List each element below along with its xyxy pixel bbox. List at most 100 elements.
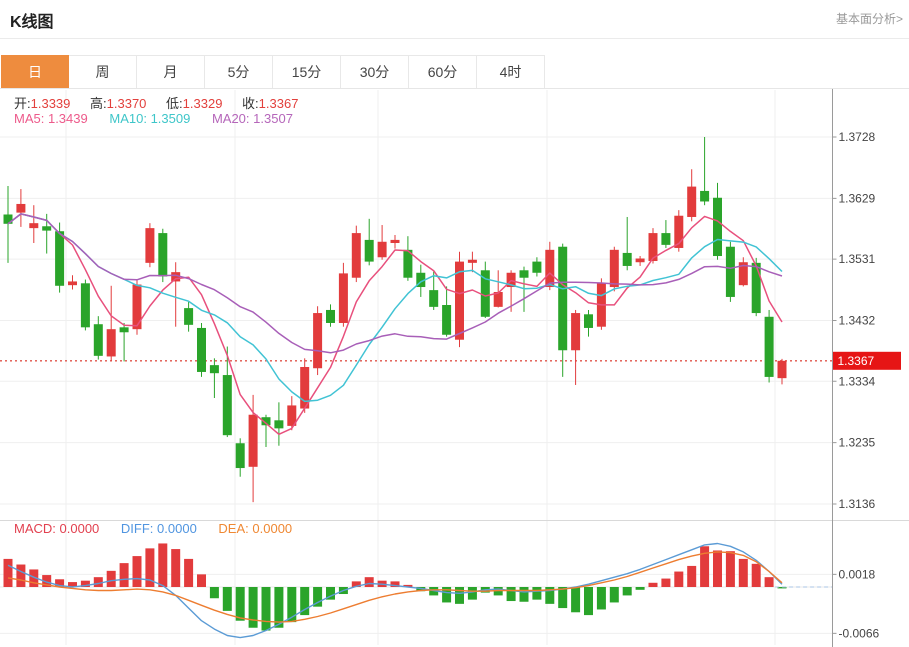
macd-bar (184, 558, 194, 587)
macd-bar (455, 587, 464, 604)
tab-4hour[interactable]: 4时 (477, 55, 545, 88)
macd-bar (700, 546, 710, 587)
candle-body (480, 270, 490, 317)
candle-body (29, 223, 39, 229)
candle-body (713, 197, 722, 257)
candle-body (467, 259, 477, 263)
candle-body (661, 233, 671, 245)
macd-bar (29, 569, 39, 587)
fundamental-analysis-link[interactable]: 基本面分析> (835, 12, 903, 26)
ohlc-readout: 开:1.3339 高:1.3370 低:1.3329 收:1.3367 (14, 93, 314, 112)
candle-body (648, 233, 658, 261)
macd-bar (725, 551, 735, 587)
title-separator (0, 38, 909, 39)
macd-bar (442, 587, 452, 603)
candle-body (584, 314, 593, 328)
macd-value: 0.0000 (59, 521, 100, 536)
macd-bar (261, 587, 271, 631)
axis-tick-label: 0.0018 (839, 567, 876, 581)
macd-bar (106, 570, 116, 587)
macd-bar (326, 587, 335, 600)
macd-bar (674, 571, 684, 587)
diff-label: DIFF: (120, 521, 154, 536)
macd-bar (467, 587, 477, 600)
page-title: K线图 (10, 14, 54, 31)
candle-body (287, 405, 297, 426)
close-label: 收: (242, 96, 259, 111)
candle-body (377, 241, 387, 258)
candle-body (364, 239, 374, 262)
tab-day[interactable]: 日 (1, 55, 69, 88)
candle-body (558, 246, 568, 351)
ma10-value: 1.3509 (150, 111, 191, 126)
macd-label: MACD: (14, 521, 56, 536)
candle-body (106, 329, 116, 357)
macd-bar (351, 581, 361, 587)
axis-tick-label: 1.3629 (839, 191, 876, 205)
dea-value: 0.0000 (252, 521, 293, 536)
axis-tick-label: 1.3432 (839, 314, 876, 328)
high-label: 高: (90, 96, 107, 111)
candle-body (519, 270, 529, 278)
candle-body (609, 249, 619, 288)
candle-body (222, 375, 232, 436)
candle-body (571, 313, 581, 351)
candle-body (545, 249, 555, 288)
candle-body (338, 273, 348, 323)
open-value: 1.3339 (30, 96, 71, 111)
macd-bar (80, 580, 90, 587)
macd-bar (390, 581, 400, 587)
macd-bar (738, 558, 748, 587)
macd-bar (571, 587, 581, 613)
macd-bar (222, 587, 232, 611)
macd-bar (132, 556, 142, 587)
candle-body (700, 190, 710, 202)
candle-body (532, 261, 542, 273)
macd-bar (209, 587, 219, 599)
macd-bar (764, 577, 774, 587)
candle-body (313, 313, 323, 369)
macd-bar (751, 563, 761, 587)
macd-bar (16, 564, 26, 587)
axis-tick-label: 1.3136 (839, 497, 876, 511)
tab-30min[interactable]: 30分 (341, 55, 409, 88)
diff-line (7, 542, 783, 639)
candle-body (119, 327, 129, 333)
macd-bar (506, 587, 516, 602)
candle-body (235, 443, 245, 469)
timeframe-tabbar: 日 周 月 5分 15分 30分 60分 4时 (1, 55, 545, 88)
macd-bar (429, 587, 439, 596)
candle-body (274, 420, 284, 429)
macd-bar (145, 548, 155, 587)
candle-body (442, 305, 452, 335)
candle-body (145, 228, 155, 263)
ma5-value: 1.3439 (47, 111, 88, 126)
macd-bar (713, 550, 722, 587)
dea-label: DEA: (218, 521, 249, 536)
tab-15min[interactable]: 15分 (273, 55, 341, 88)
macd-bar (119, 563, 129, 587)
candle-body (16, 203, 26, 213)
candle-body (93, 324, 103, 356)
low-label: 低: (166, 96, 183, 111)
axis-tick-label: 1.3531 (839, 252, 876, 266)
candle-body (674, 215, 684, 248)
tab-5min[interactable]: 5分 (205, 55, 273, 88)
macd-bar (68, 582, 77, 587)
macd-bar (584, 587, 593, 616)
tab-month[interactable]: 月 (137, 55, 205, 88)
candle-body (197, 327, 206, 372)
macd-bar (558, 587, 568, 609)
tab-60min[interactable]: 60分 (409, 55, 477, 88)
axis-tick-label: 1.3235 (839, 436, 876, 450)
open-label: 开: (14, 96, 31, 111)
tab-week[interactable]: 周 (69, 55, 137, 88)
macd-readout: MACD: 0.0000 DIFF: 0.0000 DEA: 0.0000 (14, 521, 310, 536)
macd-bar (287, 587, 297, 623)
macd-bar (248, 587, 258, 628)
candle-body (429, 290, 439, 307)
candle-body (300, 366, 310, 409)
macd-bar (3, 558, 13, 587)
candle-body (209, 365, 219, 374)
